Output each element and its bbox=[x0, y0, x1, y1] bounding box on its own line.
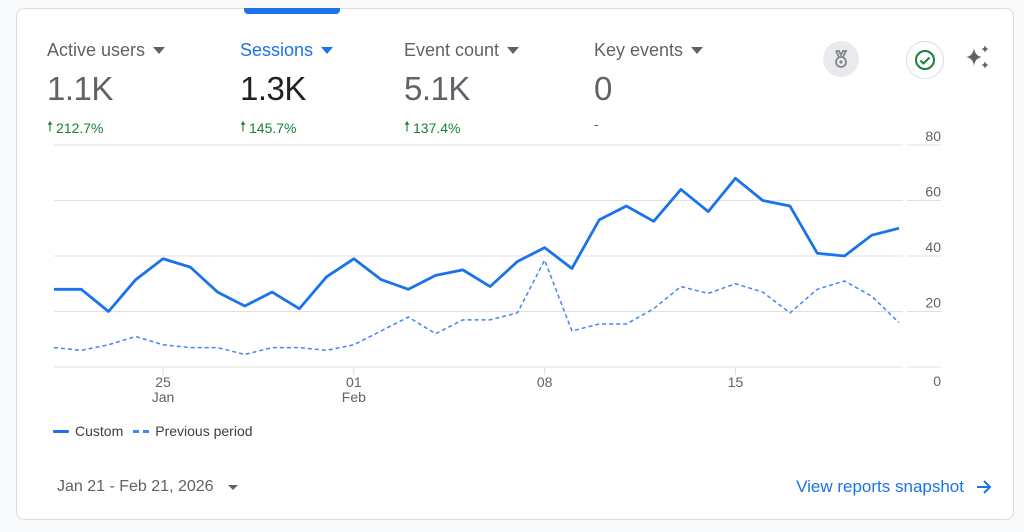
metric-label-text: Event count bbox=[404, 40, 500, 60]
medal-icon[interactable] bbox=[823, 41, 859, 77]
metric-value: 0 bbox=[594, 70, 612, 107]
metric-value: 1.1K bbox=[47, 70, 113, 107]
metric-sessions[interactable]: Sessions 1.3K 🠕 145.7% bbox=[240, 40, 334, 140]
caret-down-icon bbox=[507, 47, 520, 54]
metric-change: - bbox=[594, 116, 703, 132]
metric-change: 🠕 212.7% bbox=[47, 116, 165, 140]
date-range-selector[interactable]: Jan 21 - Feb 21, 2026 bbox=[57, 478, 238, 496]
metric-change-text: 145.7% bbox=[249, 120, 297, 136]
legend-swatch-custom bbox=[53, 429, 69, 433]
arrow-up-icon: 🠕 bbox=[404, 118, 411, 134]
sparkle-icon[interactable] bbox=[960, 40, 996, 76]
arrow-up-icon: 🠕 bbox=[47, 118, 54, 134]
legend-label-previous: Previous period bbox=[155, 423, 253, 439]
metric-event-count[interactable]: Event count 5.1K 🠕 137.4% bbox=[404, 40, 520, 140]
metric-change-text: - bbox=[594, 116, 599, 132]
metric-label[interactable]: Event count bbox=[404, 40, 520, 61]
metric-change-text: 212.7% bbox=[56, 120, 104, 136]
metric-value: 5.1K bbox=[404, 70, 470, 107]
metric-change: 🠕 137.4% bbox=[404, 116, 519, 140]
metric-change-text: 137.4% bbox=[413, 120, 461, 136]
metric-change: 🠕 145.7% bbox=[240, 116, 333, 140]
chart-legend: Custom Previous period bbox=[53, 423, 253, 439]
metric-label[interactable]: Sessions bbox=[240, 40, 334, 61]
check-circle-icon[interactable] bbox=[906, 41, 944, 79]
metric-value: 1.3K bbox=[240, 70, 306, 107]
caret-down-icon bbox=[321, 47, 334, 54]
metric-active-users[interactable]: Active users 1.1K 🠕 212.7% bbox=[47, 40, 166, 140]
metric-key-events[interactable]: Key events 0 - bbox=[594, 40, 704, 132]
caret-down-icon bbox=[227, 484, 238, 490]
snapshot-link-text: View reports snapshot bbox=[796, 477, 964, 496]
caret-down-icon bbox=[691, 47, 704, 54]
metric-label-text: Sessions bbox=[240, 40, 314, 60]
view-reports-snapshot-link[interactable]: View reports snapshot bbox=[796, 477, 992, 497]
selected-tab-indicator bbox=[244, 8, 340, 14]
arrow-right-icon bbox=[977, 480, 992, 494]
metric-label-text: Key events bbox=[594, 40, 684, 60]
metric-label[interactable]: Active users bbox=[47, 40, 166, 61]
arrow-up-icon: 🠕 bbox=[240, 118, 247, 134]
metric-label-text: Active users bbox=[47, 40, 146, 60]
caret-down-icon bbox=[153, 47, 166, 54]
legend-label-custom: Custom bbox=[75, 423, 124, 439]
date-range-text: Jan 21 - Feb 21, 2026 bbox=[57, 478, 214, 495]
metric-label[interactable]: Key events bbox=[594, 40, 704, 61]
legend-swatch-previous bbox=[133, 429, 150, 433]
